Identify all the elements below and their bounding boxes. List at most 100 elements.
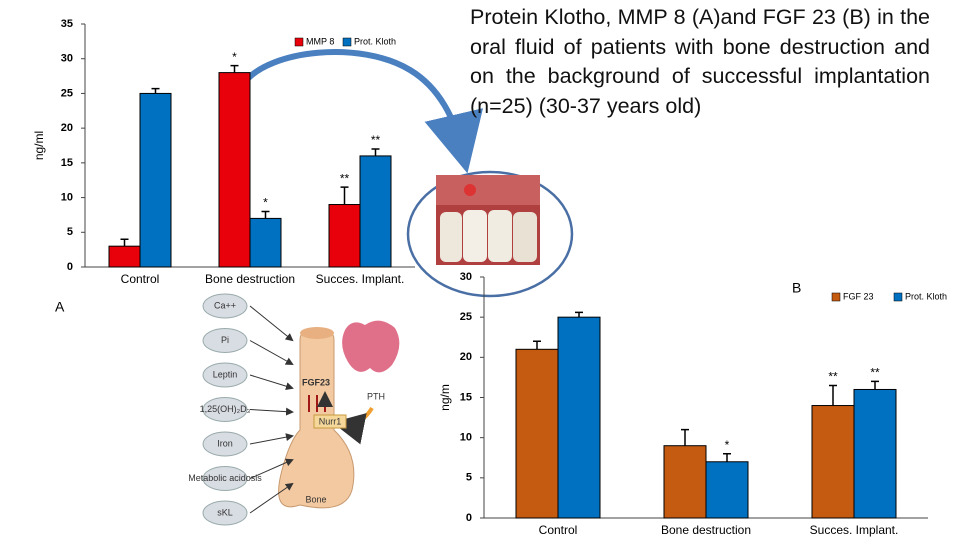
bar	[515, 348, 559, 519]
input-node	[202, 362, 248, 388]
fgf-label: FGF23	[302, 377, 330, 387]
y-tick-label: 5	[466, 472, 472, 484]
bar	[139, 92, 172, 268]
legend-label: MMP 8	[306, 36, 334, 46]
photo	[436, 175, 540, 265]
y-tick-label: 25	[460, 311, 472, 323]
legend-label: FGF 23	[843, 291, 874, 301]
input-node	[202, 328, 248, 353]
input-arrow	[249, 458, 294, 479]
y-tick-label: 30	[61, 53, 73, 65]
annotation: *	[232, 50, 237, 64]
x-tick-label: Bone destruction	[205, 272, 295, 286]
input-label: Leptin	[213, 369, 238, 379]
x-tick-label: Succes. Implant.	[316, 272, 405, 286]
input-arrow	[249, 305, 294, 342]
input-label: Metabolic acidosis	[188, 473, 262, 483]
bone-top	[300, 327, 334, 339]
input-label: Pi	[221, 335, 229, 345]
y-tick-label: 10	[61, 191, 73, 203]
y-tick-label: 0	[67, 261, 73, 273]
x-tick-label: Control	[539, 523, 578, 537]
y-tick-label: 25	[61, 87, 73, 99]
bar	[705, 461, 749, 519]
panel-label: A	[55, 299, 65, 315]
pth-label: PTH	[367, 391, 385, 401]
input-node	[202, 431, 248, 457]
panel-label: B	[792, 280, 801, 296]
y-tick-label: 30	[460, 271, 472, 283]
arrow	[242, 49, 484, 174]
error-bar	[120, 238, 129, 247]
photo-frame	[406, 170, 574, 298]
y-axis-label: ng/ml	[32, 131, 46, 160]
bar	[663, 445, 707, 519]
bone-label: Bone	[305, 494, 326, 504]
bar	[328, 204, 361, 268]
input-node	[202, 293, 248, 319]
x-tick-label: Bone destruction	[661, 523, 751, 537]
y-axis-label: ng/m	[438, 384, 452, 411]
legend-label: Prot. Kloth	[905, 291, 947, 301]
input-arrow	[249, 340, 294, 365]
error-bar	[230, 64, 239, 73]
bar	[853, 388, 897, 519]
input-label: 1,25(OH)₂D₃	[200, 404, 251, 414]
legend-swatch	[342, 37, 352, 47]
x-tick-label: Succes. Implant.	[810, 523, 899, 537]
annotation: **	[828, 370, 838, 384]
annotation: **	[371, 133, 381, 147]
error-bar	[681, 428, 689, 446]
input-label: sKL	[217, 507, 233, 517]
annotation: **	[340, 171, 350, 185]
input-arrow	[249, 374, 294, 391]
thyroid	[342, 320, 400, 373]
nurr-box	[313, 414, 347, 429]
bar	[557, 316, 601, 519]
annotation: *	[263, 196, 268, 210]
input-label: Ca++	[214, 300, 236, 310]
input-node	[202, 397, 248, 422]
diagram: Nurr1 FGF23 PTH Bone Ca++ Pi Leptin 1,25(OH…	[188, 293, 400, 526]
bar	[218, 72, 251, 268]
legend-label: Prot. Kloth	[354, 36, 396, 46]
input-arrow	[249, 482, 294, 514]
y-tick-label: 35	[61, 18, 73, 30]
input-arrow	[249, 407, 294, 416]
error-bar	[723, 452, 731, 462]
legend-swatch	[831, 292, 841, 302]
y-tick-label: 15	[460, 391, 472, 403]
nurr-label: Nurr1	[319, 416, 342, 426]
error-bar	[261, 210, 270, 219]
error-bar	[340, 186, 349, 205]
error-bar	[533, 340, 541, 350]
legend-swatch	[893, 292, 903, 302]
up-arrows	[308, 395, 325, 412]
annotation: **	[870, 366, 880, 380]
bar	[108, 245, 141, 268]
y-tick-label: 15	[61, 157, 73, 169]
y-tick-label: 20	[460, 351, 472, 363]
input-node	[202, 500, 248, 526]
input-arrow	[249, 433, 294, 445]
y-tick-label: 10	[460, 432, 472, 444]
error-bar	[829, 384, 837, 406]
annotation: *	[725, 438, 730, 452]
error-bar	[871, 380, 879, 390]
legend-swatch	[294, 37, 304, 47]
error-bar	[575, 311, 583, 318]
y-tick-label: 5	[67, 226, 73, 238]
error-bar	[151, 87, 160, 94]
x-tick-label: Control	[121, 272, 160, 286]
error-bar	[371, 148, 380, 156]
bar	[359, 155, 392, 268]
slide-title: Protein Klotho, MMP 8 (A)and FGF 23 (B) …	[470, 5, 930, 118]
bar	[811, 405, 855, 519]
input-label: Iron	[217, 438, 233, 448]
bar	[249, 217, 282, 268]
y-tick-label: 0	[466, 512, 472, 524]
y-tick-label: 20	[61, 122, 73, 134]
input-node	[202, 466, 248, 491]
